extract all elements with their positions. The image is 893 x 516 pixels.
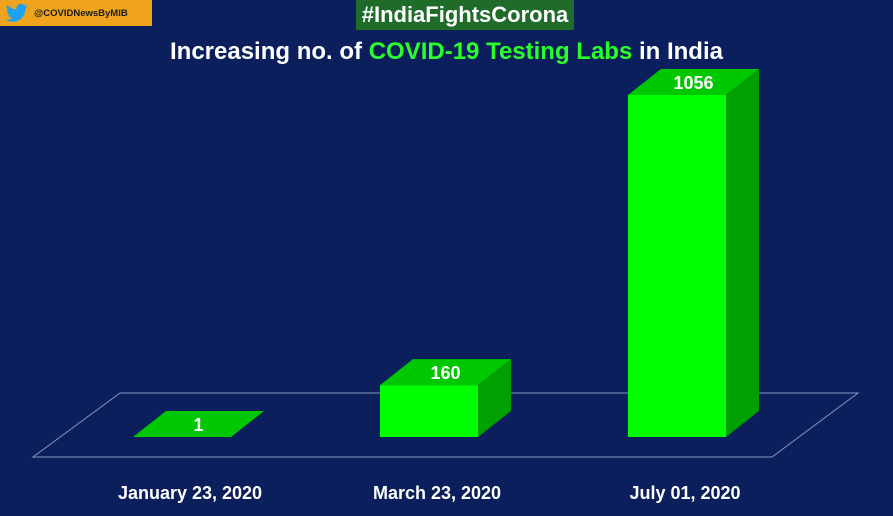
- twitter-badge: @COVIDNewsByMIB: [0, 0, 152, 26]
- bar-top: [380, 359, 511, 386]
- chart-title: Increasing no. of COVID-19 Testing Labs …: [0, 38, 893, 66]
- bar-top: [628, 69, 759, 95]
- bar: [628, 95, 726, 437]
- bar-top: [133, 411, 264, 437]
- category-label: March 23, 2020: [373, 483, 501, 503]
- title-suffix: in India: [632, 38, 723, 65]
- twitter-handle: @COVIDNewsByMIB: [34, 7, 128, 19]
- bar-side: [726, 69, 759, 437]
- twitter-bird-icon: [6, 3, 28, 22]
- title-prefix: Increasing no. of: [170, 38, 369, 65]
- category-label: January 23, 2020: [118, 483, 262, 503]
- bar-side: [478, 359, 511, 437]
- chart-floor: [31, 392, 860, 458]
- bar: [380, 385, 478, 437]
- data-label: 1056: [673, 73, 713, 93]
- hashtag-banner: #IndiaFightsCorona: [356, 0, 574, 30]
- title-highlight: COVID-19 Testing Labs: [368, 38, 633, 65]
- data-label: 1: [193, 415, 203, 435]
- data-label: 160: [430, 363, 460, 383]
- category-label: July 01, 2020: [629, 483, 740, 503]
